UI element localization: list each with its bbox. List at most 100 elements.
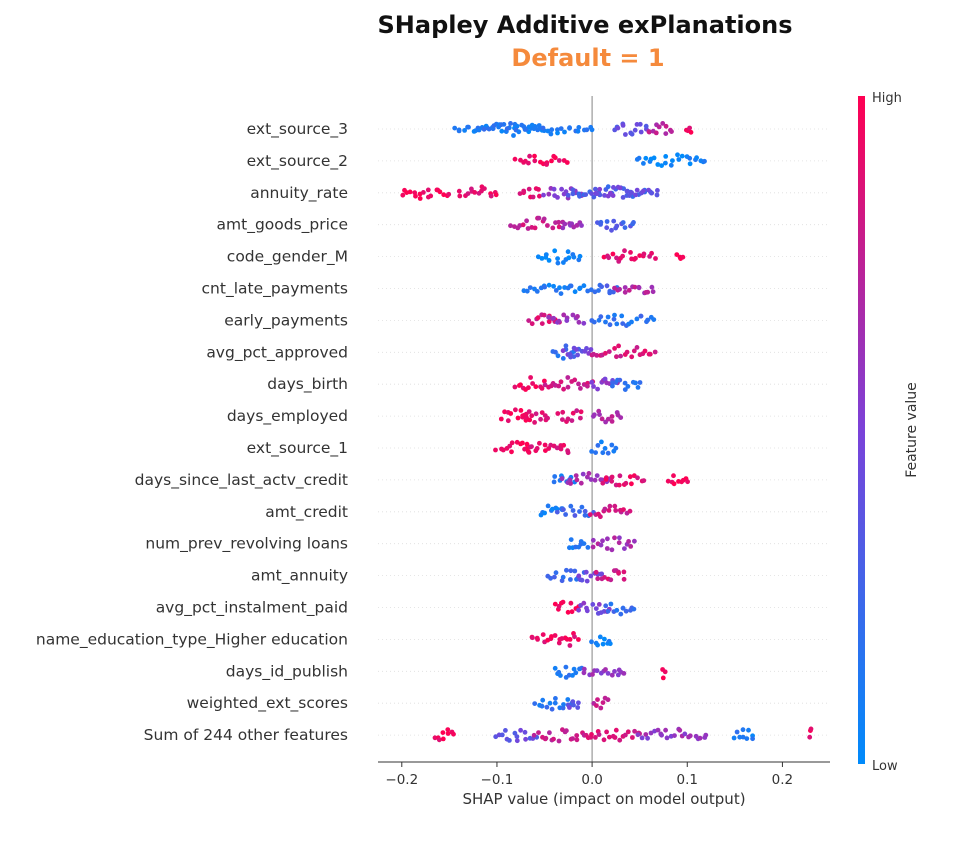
shap-point [541, 192, 546, 198]
shap-point [639, 735, 645, 741]
shap-point [665, 478, 671, 484]
shap-point [609, 547, 615, 553]
shap-point [555, 195, 560, 200]
shap-point [591, 194, 597, 200]
shap-point [536, 730, 541, 735]
shap-point [574, 733, 580, 738]
shap-point [577, 509, 582, 514]
shap-point [562, 285, 567, 290]
shap-point [546, 191, 552, 197]
shap-point [428, 193, 434, 199]
shap-point [679, 153, 685, 159]
shap-point [605, 314, 611, 320]
shap-point [636, 285, 642, 291]
shap-point [557, 285, 562, 291]
shap-point [616, 343, 621, 349]
shap-point [650, 289, 656, 295]
shap-point [655, 727, 661, 733]
shap-point [592, 412, 597, 418]
shap-point [740, 727, 746, 733]
shap-point [576, 125, 582, 130]
shap-point [568, 537, 574, 542]
shap-point [590, 537, 596, 543]
shap-point [542, 382, 548, 388]
shap-point [636, 155, 642, 161]
shap-point [625, 384, 631, 389]
shap-point [584, 127, 590, 133]
shap-point [543, 735, 549, 741]
shap-point [605, 608, 611, 614]
shap-point [567, 125, 572, 131]
shap-point [618, 611, 624, 617]
shap-point [571, 666, 577, 672]
dots-layer [400, 121, 814, 744]
shap-point [466, 124, 471, 130]
shap-point [620, 220, 626, 225]
shap-point [560, 348, 566, 354]
shap-point [537, 193, 542, 199]
shap-point [549, 634, 554, 639]
shap-point [552, 155, 558, 161]
shap-point [445, 727, 451, 732]
chart-subtitle: Default = 1 [511, 44, 664, 72]
shap-point [555, 353, 561, 359]
shap-point [511, 133, 516, 138]
shap-point [541, 216, 547, 222]
shap-point [565, 384, 571, 390]
shap-point [614, 321, 620, 327]
colorbar [858, 96, 865, 764]
shap-point [642, 348, 648, 354]
shap-point [609, 442, 615, 448]
shap-point [605, 450, 611, 456]
shap-point [671, 481, 677, 487]
shap-point [622, 225, 628, 231]
shap-point [617, 535, 622, 541]
shap-point [687, 161, 693, 167]
shap-point [564, 318, 570, 323]
shap-point [532, 158, 538, 164]
shap-point [653, 130, 659, 136]
shap-point [609, 227, 614, 233]
shap-point [602, 506, 608, 512]
shap-point [588, 347, 594, 352]
shap-point [602, 376, 608, 382]
shap-point [600, 641, 606, 647]
shap-point [653, 256, 658, 261]
shap-point [532, 420, 537, 425]
shap-point [540, 632, 546, 637]
shap-point [687, 733, 693, 739]
shap-point [682, 731, 688, 737]
x-tick-label: −0.2 [385, 772, 418, 788]
shap-point [611, 316, 617, 322]
shap-point [620, 123, 626, 128]
shap-point [559, 636, 565, 641]
shap-point [659, 163, 664, 169]
shap-point [498, 122, 504, 128]
shap-point [549, 706, 555, 712]
shap-point [612, 669, 617, 674]
shap-point [452, 125, 458, 131]
colorbar-title: Feature value [904, 382, 920, 478]
shap-point [575, 128, 581, 134]
shap-point [635, 732, 641, 738]
shap-point [520, 222, 526, 228]
shap-point [620, 253, 625, 259]
shap-point [529, 122, 535, 128]
shap-point [555, 256, 560, 261]
shap-point [539, 410, 545, 415]
shap-point [514, 734, 520, 739]
shap-point [572, 289, 578, 295]
shap-point [546, 282, 552, 288]
shap-point [660, 121, 666, 126]
shap-point [734, 729, 740, 735]
shap-point [655, 162, 661, 167]
shap-point [561, 507, 566, 512]
shap-point [556, 738, 562, 744]
feature-label: days_id_publish [226, 662, 348, 681]
shap-point [561, 386, 566, 392]
shap-point [626, 539, 631, 544]
shap-point [526, 409, 532, 414]
shap-point [598, 514, 603, 520]
shap-point [545, 415, 550, 421]
shap-point [609, 419, 615, 424]
